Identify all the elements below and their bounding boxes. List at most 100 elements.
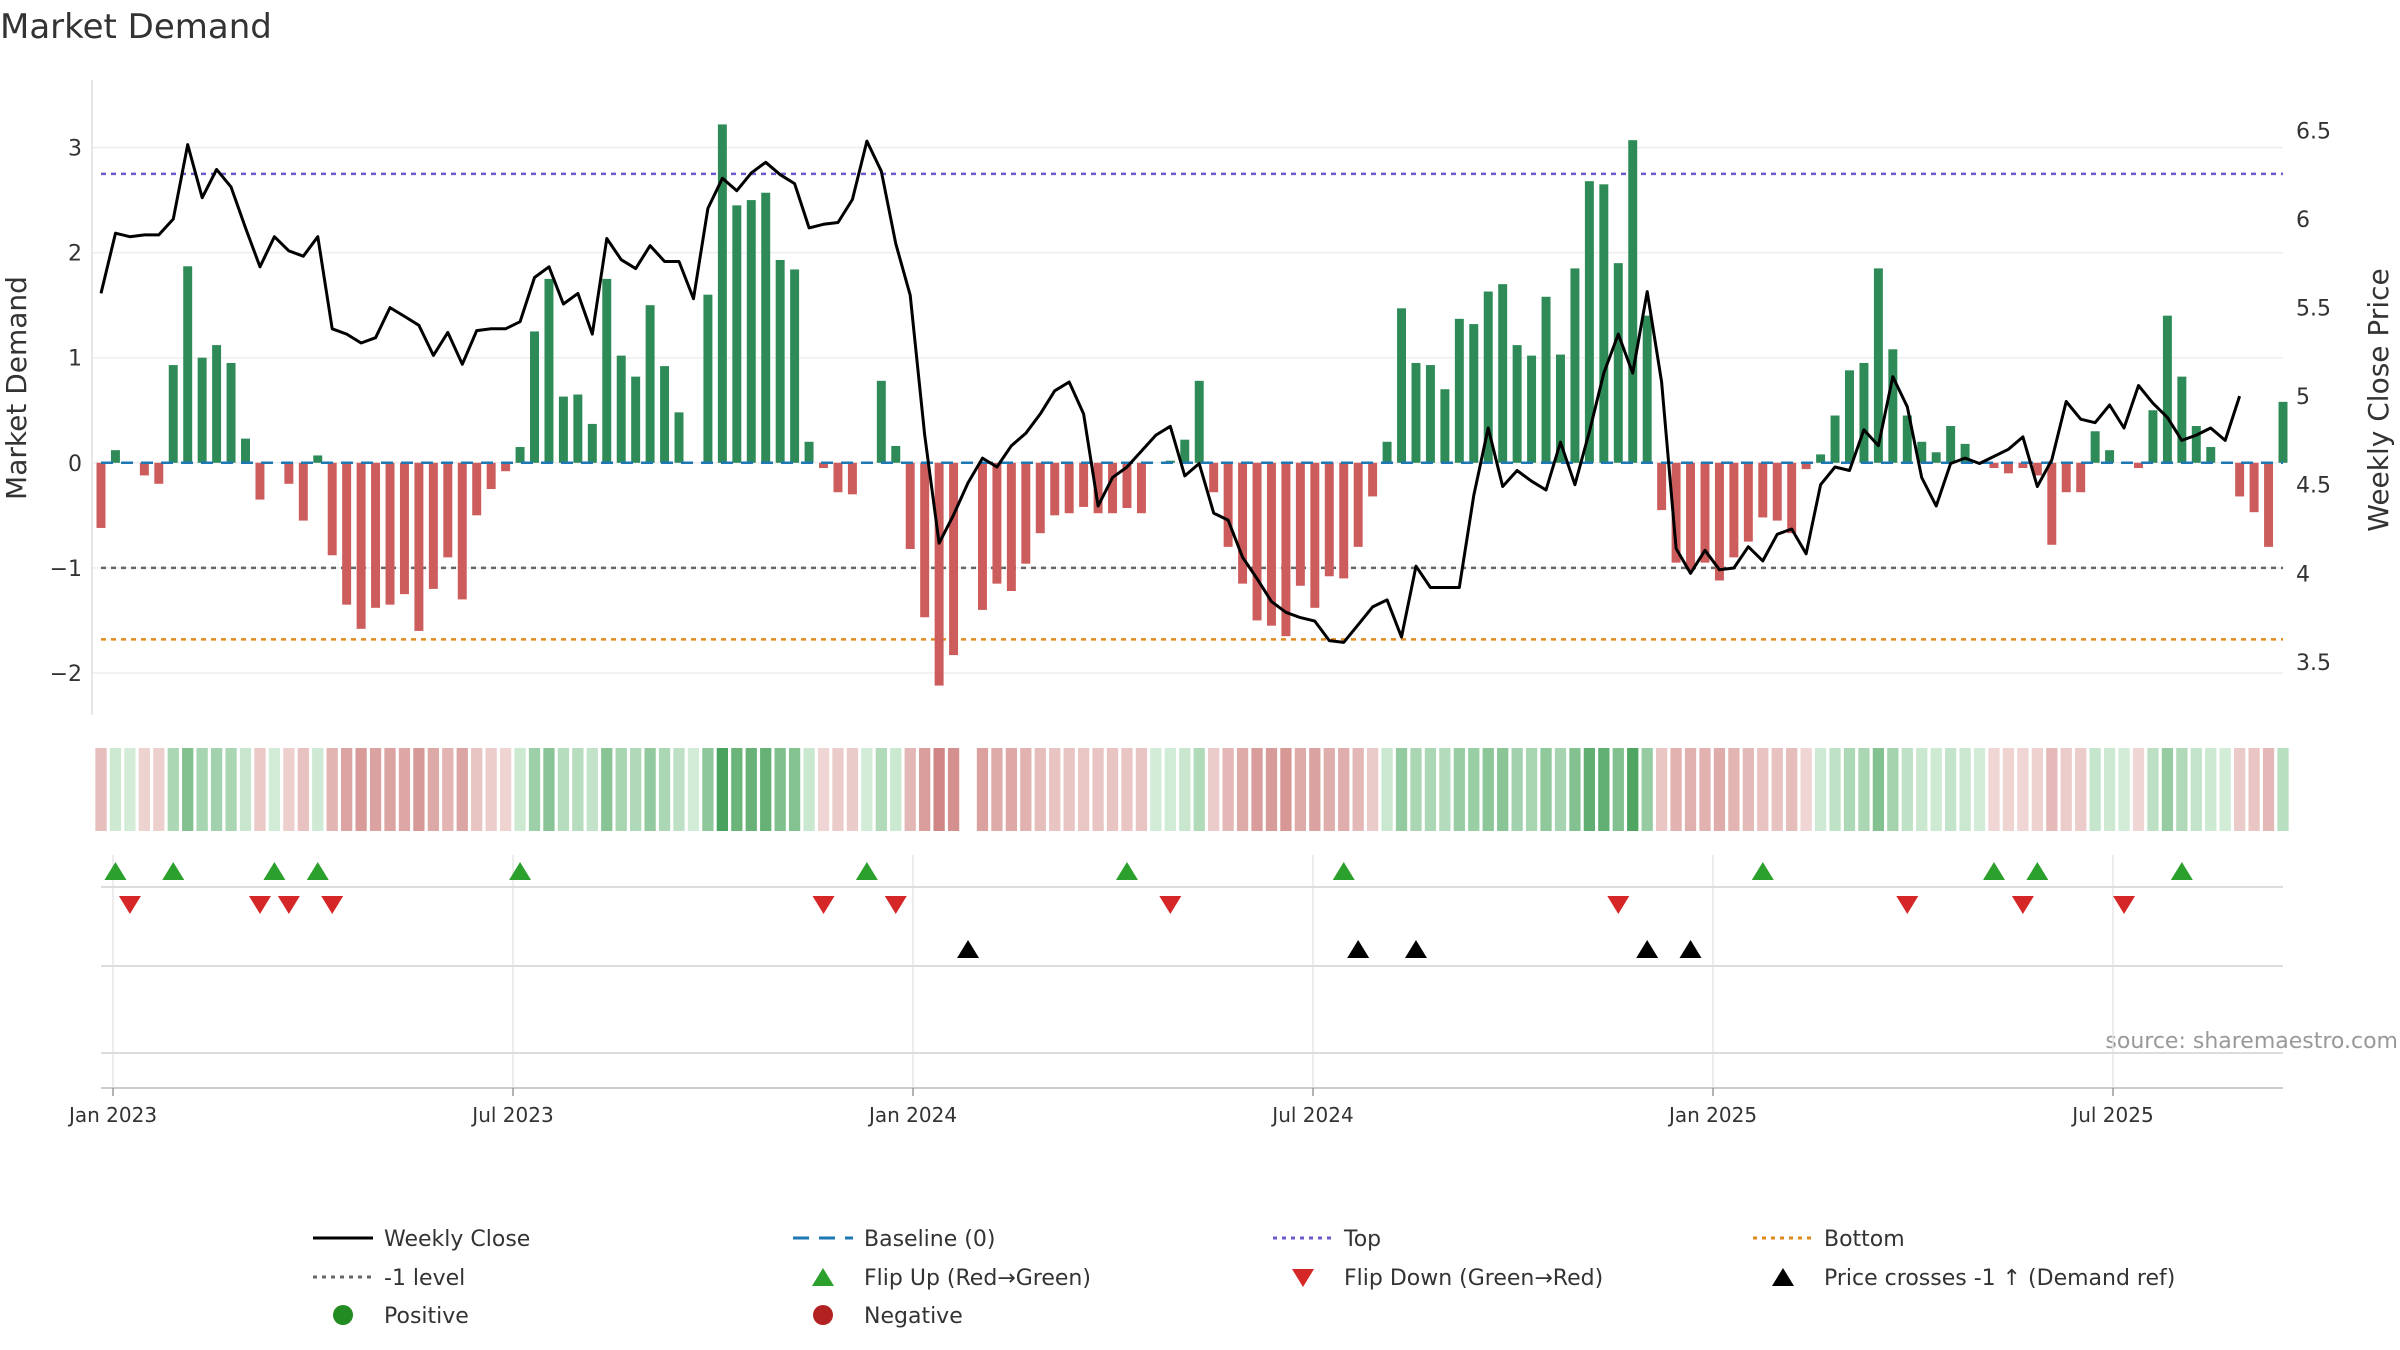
strip-cell: [369, 748, 382, 831]
positive-bar: [1527, 355, 1537, 463]
legend: Weekly Close Baseline (0) Top Bottom -1 leve…: [313, 1227, 2175, 1329]
positive-bar: [1931, 452, 1941, 463]
positive-bar: [1902, 415, 1912, 463]
positive-bar: [544, 278, 554, 463]
negative-bar: [1281, 462, 1291, 637]
positive-bar: [2278, 401, 2288, 463]
flip-down-marker: [2011, 896, 2034, 914]
strip-cell: [919, 748, 931, 831]
strip-cell: [1208, 748, 1220, 831]
negative-bar: [2235, 462, 2245, 497]
strip-cell: [2205, 748, 2217, 831]
strip-cell: [1280, 748, 1292, 831]
negative-bar: [1714, 462, 1724, 581]
x-tick-label: Jan 2025: [1667, 1103, 1757, 1127]
negative-bar: [2249, 462, 2259, 513]
positive-bar: [183, 266, 193, 463]
positive-bar: [1180, 439, 1190, 463]
strip-cell: [572, 748, 584, 831]
flip-down-marker: [2113, 896, 2136, 914]
negative-bar: [1671, 462, 1681, 563]
positive-bar: [1816, 454, 1826, 463]
strip-cell: [2060, 748, 2072, 831]
strip-cell: [846, 748, 859, 831]
negative-bar: [385, 462, 395, 605]
strip-cell: [1497, 748, 1509, 831]
negative-bar: [501, 462, 511, 472]
strip-cell: [1959, 748, 1971, 831]
negative-bar: [2264, 462, 2274, 547]
positive-bar: [1946, 426, 1956, 463]
positive-bar: [226, 362, 236, 463]
negative-bar: [342, 462, 352, 605]
negative-bar: [486, 462, 496, 490]
positive-bar: [1512, 345, 1522, 463]
positive-bar: [2177, 376, 2187, 463]
negative-bar: [457, 462, 467, 600]
legend-label: Price crosses -1 ↑ (Demand ref): [1824, 1266, 2175, 1291]
strip-cell: [658, 748, 671, 831]
strip-cell: [1554, 748, 1567, 831]
y-tick-label: 2: [68, 242, 82, 267]
positive-bar: [703, 294, 713, 463]
legend-label: -1 level: [384, 1266, 465, 1291]
strip-cell: [731, 748, 743, 831]
negative-bar: [1729, 462, 1739, 558]
negative-bar: [1787, 462, 1797, 534]
flip-up-marker: [1115, 862, 1138, 880]
positive-bar: [1584, 181, 1594, 463]
positive-bar: [587, 423, 597, 463]
positive-bar: [1454, 318, 1464, 463]
legend-marker: [812, 1268, 834, 1286]
y-tick-label: 1: [68, 347, 82, 372]
negative-bar: [298, 462, 308, 521]
y2-tick-label: 3.5: [2296, 651, 2331, 676]
strip-cell: [2031, 748, 2043, 831]
strip-cell: [1757, 748, 1769, 831]
strip-cell: [1973, 748, 1986, 831]
x-tick-label: Jul 2023: [470, 1103, 553, 1127]
flip-down-marker: [321, 896, 344, 914]
flip-down-marker: [248, 896, 271, 914]
positive-bar: [1440, 389, 1450, 463]
strip-cell: [1771, 748, 1783, 831]
strip-cell: [904, 748, 916, 831]
strip-cell: [1005, 748, 1018, 831]
strip-cell: [1713, 748, 1726, 831]
strip-cell: [687, 748, 700, 831]
strip-cell: [1265, 748, 1278, 831]
strip-cell: [2017, 748, 2029, 831]
y2-axis-ticks: 3.5 4 4.5 5 5.5 6 6.5: [2296, 119, 2331, 675]
strip-cell: [2002, 748, 2015, 831]
strip-cell: [875, 748, 887, 831]
legend-label: Negative: [864, 1304, 963, 1329]
negative-bar: [1266, 462, 1276, 626]
y-axis-label: Market Demand: [0, 276, 33, 500]
strip-cell: [991, 748, 1003, 831]
strip-cell: [1135, 748, 1148, 831]
strip-cell: [803, 748, 815, 831]
negative-bar: [1209, 462, 1219, 493]
flip-down-marker: [1896, 896, 1919, 914]
strip-cell: [1872, 748, 1885, 831]
strip-cell: [586, 748, 598, 831]
strip-cell: [384, 748, 396, 831]
legend-marker: [1292, 1269, 1314, 1287]
strip-cell: [1684, 748, 1697, 831]
x-axis-ticks: Jan 2023 Jul 2023 Jan 2024 Jul 2024 Jan 2025…: [67, 1088, 2154, 1127]
demand-heat-strip: [95, 748, 2289, 831]
legend-label: Baseline (0): [864, 1227, 995, 1252]
y2-tick-label: 5: [2296, 385, 2310, 410]
strip-cell: [124, 748, 136, 831]
strip-cell: [557, 748, 570, 831]
cross-up-marker: [1679, 940, 1702, 958]
negative-bar: [399, 462, 409, 595]
y-tick-label: 3: [68, 137, 82, 162]
positive-bar: [1888, 349, 1898, 463]
positive-bar: [573, 394, 583, 463]
strip-cell: [485, 748, 497, 831]
strip-cell: [196, 748, 208, 831]
strip-cell: [297, 748, 309, 831]
flip-up-marker: [104, 862, 127, 880]
negative-bar: [443, 462, 453, 558]
